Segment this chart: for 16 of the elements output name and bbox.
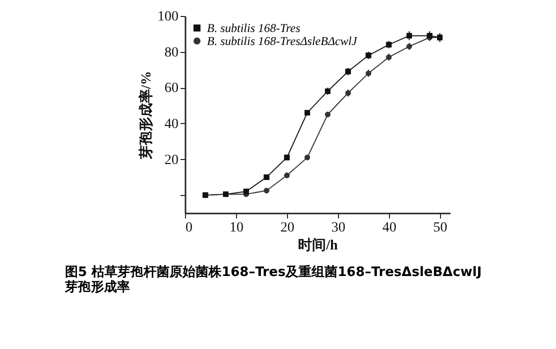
text: 图5 枯草芽孢杆菌原始菌株168–Tres及重组菌168–TresΔsleBΔcwlJ 芽孢形成率 (64, 264, 482, 295)
x-tick-label: 40 (382, 220, 396, 236)
x-tick-label: 50 (433, 220, 448, 236)
x-tick-label: 30 (331, 220, 346, 236)
x-tick-label: 10 (229, 220, 244, 236)
y-tick-label: 60 (164, 81, 178, 96)
y-tick-label: 100 (158, 10, 178, 24)
y-tick-label: 80 (164, 45, 178, 60)
x-tick-label: 20 (280, 220, 294, 236)
y-tick-label: 20 (164, 152, 178, 168)
y-tick-label: 40 (164, 116, 178, 132)
x-tick-label: 0 (186, 220, 192, 236)
x-axis-title: 时间/h (298, 238, 338, 254)
legend-label: B. subtilis 168-TresΔsleBΔcwlJ (207, 34, 358, 48)
y-axis-title: 芽孢形成率/% (138, 71, 154, 160)
legend-label: B. subtilis 168-Tres (207, 21, 301, 35)
